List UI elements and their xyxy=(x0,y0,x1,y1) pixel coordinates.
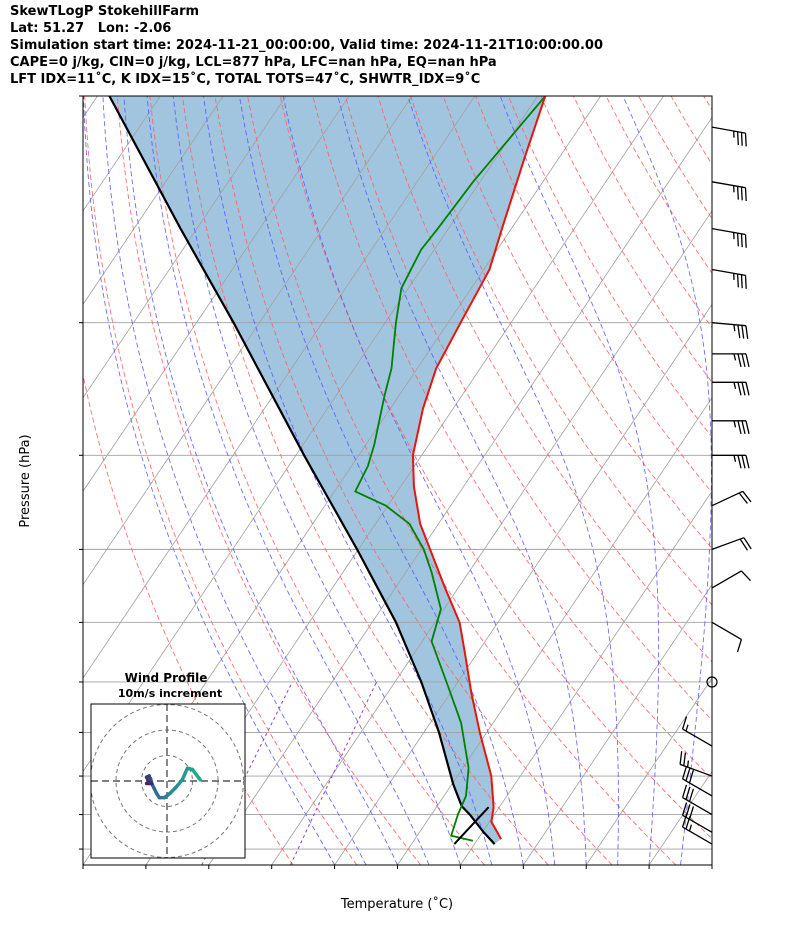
isotherm-gridline xyxy=(334,303,712,865)
dry-adiabat xyxy=(279,96,712,840)
dry-adiabat xyxy=(247,96,677,865)
dry-adiabat xyxy=(572,96,712,329)
wind-barb xyxy=(711,322,749,339)
dry-adiabat xyxy=(344,96,712,721)
wind-barb xyxy=(711,353,750,368)
dry-adiabat xyxy=(214,96,613,865)
isotherm-gridline xyxy=(522,583,712,865)
dry-adiabat xyxy=(149,96,485,865)
dewpoint-profile-line xyxy=(354,96,546,842)
moist-adiabat xyxy=(499,96,660,865)
wind-barb xyxy=(711,126,747,147)
dry-adiabat xyxy=(605,96,712,274)
isotherm-gridline xyxy=(711,864,712,865)
moist-adiabat xyxy=(123,96,398,865)
isotherm-gridline xyxy=(271,210,712,865)
wind-barb xyxy=(681,716,713,747)
title-line-5: LFT IDX=11˚C, K IDX=15˚C, TOTAL TOTS=47˚… xyxy=(10,72,481,87)
hodograph-segment xyxy=(180,766,190,782)
moist-adiabat xyxy=(102,96,367,865)
isotherm-gridline xyxy=(83,96,476,679)
wind-barb xyxy=(681,802,713,833)
dry-adiabat xyxy=(410,96,712,606)
mixing-ratio-line xyxy=(290,681,377,865)
moist-adiabat xyxy=(83,96,335,865)
isotherm-gridline xyxy=(83,96,350,492)
title-line-4: CAPE=0 j/kg, CIN=0 j/kg, LCL=877 hPa, LF… xyxy=(10,55,497,70)
parcel-profile-line xyxy=(108,96,496,845)
dry-adiabat xyxy=(670,96,712,166)
x-axis-label: Temperature (˚C) xyxy=(340,896,453,912)
wind-barb xyxy=(711,181,747,202)
dry-adiabat xyxy=(736,96,794,865)
wind-barb xyxy=(711,621,743,653)
hodograph-frame xyxy=(90,703,246,859)
moist-adiabat xyxy=(203,96,493,865)
dry-adiabat xyxy=(703,96,712,111)
wind-barb xyxy=(681,784,713,816)
dry-adiabat xyxy=(540,96,712,383)
wind-barb xyxy=(711,454,750,469)
hodograph-segment xyxy=(190,767,202,782)
wind-barb xyxy=(711,381,750,396)
isotherm-gridline xyxy=(83,96,224,306)
dry-adiabat xyxy=(116,96,422,865)
calm-wind-circle xyxy=(706,676,718,688)
moist-adiabat xyxy=(282,96,556,865)
moist-adiabat xyxy=(172,96,461,865)
dry-adiabat xyxy=(769,96,794,865)
moist-adiabat xyxy=(146,96,430,865)
wind-barb xyxy=(681,765,713,797)
hodograph-title: Wind Profile xyxy=(125,671,208,685)
wind-barb xyxy=(711,537,752,551)
moist-adiabat xyxy=(238,96,524,865)
wind-barb xyxy=(711,570,751,589)
wind-barb xyxy=(711,268,747,289)
dry-adiabat xyxy=(507,96,712,438)
title-line-1: SkewTLogP StokehillFarm xyxy=(10,4,200,19)
y-axis-label: Pressure (hPa) xyxy=(18,434,33,527)
dry-adiabat xyxy=(84,96,358,865)
title-line-3: Simulation start time: 2024-11-21_00:00:… xyxy=(10,38,603,53)
title-line-2: Lat: 51.27 Lon: -2.06 xyxy=(10,21,172,36)
surface-segment-line xyxy=(453,806,490,845)
wind-barb xyxy=(711,420,750,434)
moist-adiabat xyxy=(622,96,712,865)
moist-adiabat xyxy=(337,96,587,865)
isotherm-gridline xyxy=(585,677,712,865)
dry-adiabat xyxy=(312,96,712,780)
wind-barb xyxy=(681,814,713,845)
wind-barbs xyxy=(679,126,752,845)
dry-adiabat xyxy=(638,96,712,220)
dry-adiabat xyxy=(181,96,549,865)
isotherm-gridline xyxy=(397,397,712,865)
isotherm-gridline xyxy=(460,490,712,865)
hodograph-subtitle: 10m/s increment xyxy=(118,687,222,700)
temperature-profile-line xyxy=(411,96,547,840)
dry-adiabat xyxy=(475,96,712,494)
isotherm-gridline xyxy=(83,96,413,586)
moist-adiabat xyxy=(711,861,712,865)
wind-barb xyxy=(711,227,747,248)
isotherm-gridline xyxy=(775,96,794,865)
wind-barb xyxy=(711,490,752,507)
wind-barb xyxy=(679,751,713,777)
dry-adiabat xyxy=(442,96,712,550)
parcel-shaded-area xyxy=(109,96,546,845)
isotherm-gridline xyxy=(83,96,287,399)
dry-adiabat xyxy=(83,372,294,865)
dry-adiabat xyxy=(377,96,712,663)
